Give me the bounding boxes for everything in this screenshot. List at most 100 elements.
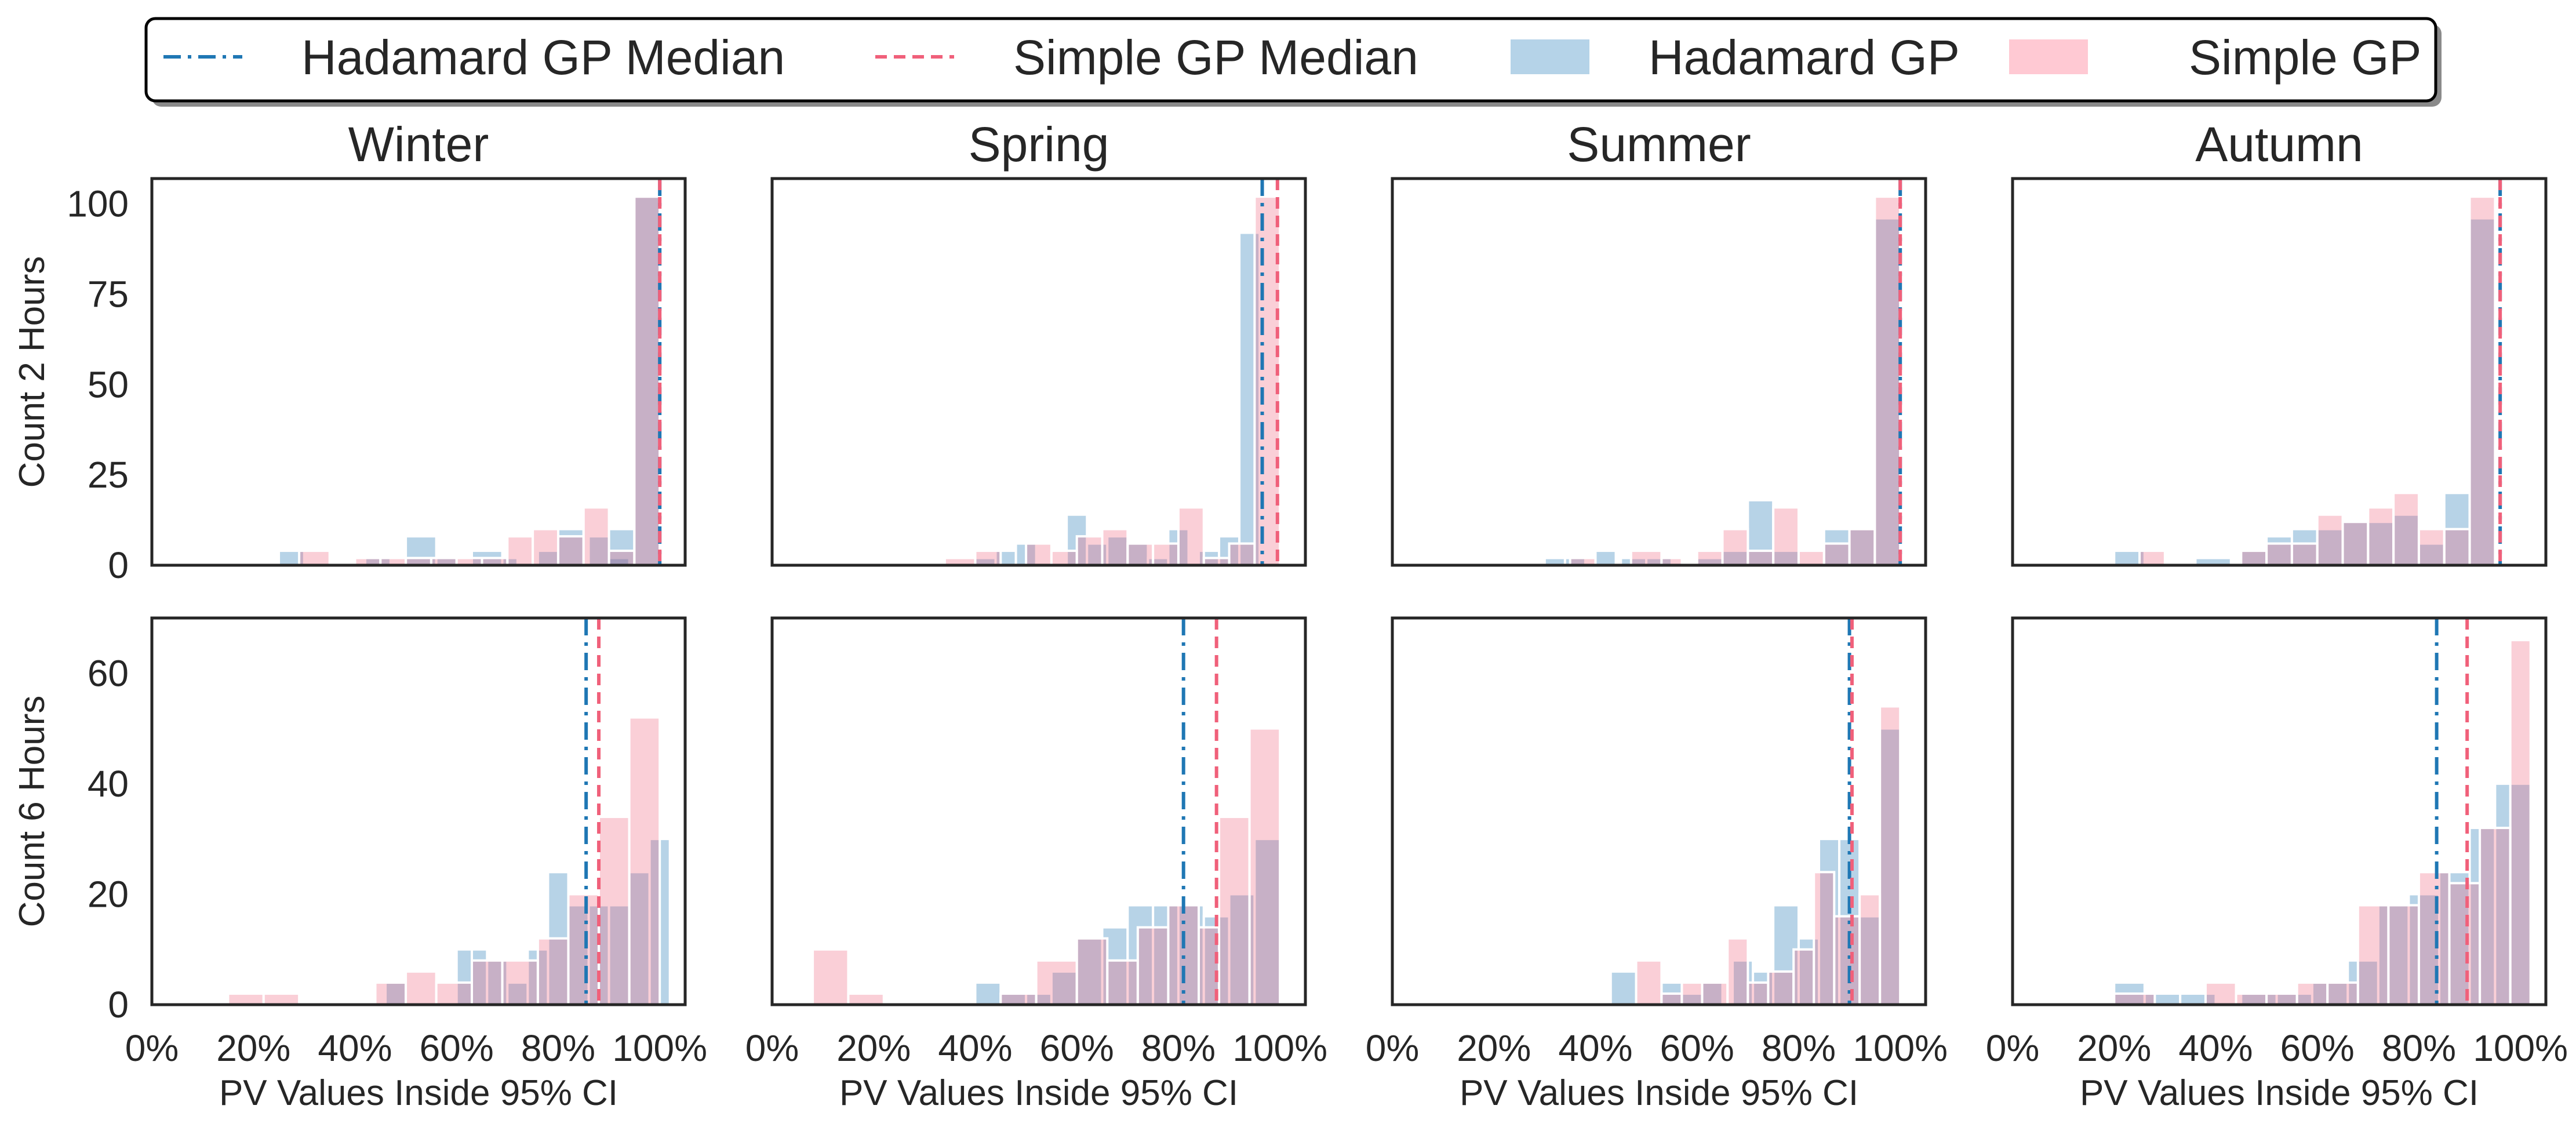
simple-histogram-bar xyxy=(506,535,534,567)
simple-histogram-bar xyxy=(1833,915,1861,1006)
x-tick-label: 20% xyxy=(836,1027,911,1069)
simple-histogram-bar xyxy=(1126,542,1155,567)
x-tick-label: 100% xyxy=(2473,1027,2568,1069)
axes-frame xyxy=(770,177,1307,567)
x-tick-label: 80% xyxy=(521,1027,595,1069)
simple-histogram-bar xyxy=(1248,727,1282,1006)
simple-histogram-bar xyxy=(1879,705,1902,1006)
simple-histogram-bar xyxy=(1858,893,1882,1006)
simple-histogram-bar xyxy=(471,959,504,1006)
panel-spring-row2: 0% 20% 40% 60% 80% 100%PV Values Inside 95% C… xyxy=(745,616,1327,1113)
x-tick-label: 60% xyxy=(2280,1027,2355,1069)
panel-autumn-row1: Autumn xyxy=(2011,117,2548,567)
panel-summer-row1: Summer xyxy=(1391,117,1927,567)
simple-histogram-bar xyxy=(1106,959,1139,1006)
simple-histogram-bar xyxy=(1873,195,1902,566)
x-tick-label: 0% xyxy=(125,1027,179,1069)
simple-histogram-bar xyxy=(1152,542,1180,567)
legend-swatch-simple-histogram xyxy=(2009,39,2088,74)
x-tick-label: 100% xyxy=(612,1027,707,1069)
hadamard-histogram-bar xyxy=(1152,904,1180,1006)
simple-histogram-bar xyxy=(1075,937,1109,1006)
simple-histogram-bar xyxy=(2113,992,2156,1006)
axes-frame xyxy=(2011,177,2548,567)
x-tick-label: 20% xyxy=(1457,1027,1531,1069)
hadamard-histogram-bar xyxy=(1858,915,1882,1006)
simple-histogram-bar xyxy=(501,959,539,1006)
hadamard-histogram-bar xyxy=(1086,542,1109,567)
simple-histogram-bar xyxy=(2138,550,2166,567)
plot-area xyxy=(152,179,685,565)
plot-area xyxy=(772,179,1305,565)
simple-histogram-bar xyxy=(1218,816,1251,1006)
simple-histogram-bar xyxy=(532,528,559,567)
simple-histogram-bar xyxy=(556,535,585,567)
panel-winter-row2: 0 20 40 60 Count 6 Hours 0% 20% 40% 60% 80% 100%PV… xyxy=(12,616,707,1113)
y-tick-label: 0 xyxy=(108,984,129,1026)
simple-histogram-bar xyxy=(2316,513,2344,566)
simple-histogram-bar xyxy=(1792,948,1815,1006)
x-axis-label: PV Values Inside 95% CI xyxy=(2080,1073,2479,1113)
simple-histogram-bar xyxy=(1767,970,1795,1006)
hadamard-histogram-bar xyxy=(536,550,559,567)
simple-histogram-bar xyxy=(2417,871,2451,1006)
simple-histogram-bar xyxy=(536,937,570,1006)
simple-histogram-bar xyxy=(2341,521,2370,567)
simple-histogram-bar xyxy=(847,992,885,1006)
plot-area xyxy=(2013,618,2546,1005)
hadamard-histogram-bar xyxy=(1594,550,1617,567)
y-tick-label: 25 xyxy=(88,454,129,496)
x-axis-label: PV Values Inside 95% CI xyxy=(219,1073,618,1113)
simple-histogram-bar xyxy=(2265,992,2298,1006)
simple-histogram-bar xyxy=(2204,981,2237,1006)
simple-histogram-bar xyxy=(2295,981,2329,1006)
simple-histogram-bar xyxy=(405,970,438,1006)
axes-frame xyxy=(150,616,687,1006)
simple-histogram-bar xyxy=(1772,506,1800,566)
simple-histogram-bar xyxy=(1822,542,1851,567)
simple-histogram-bar xyxy=(2479,827,2512,1006)
axes-frame xyxy=(770,616,1307,1006)
hadamard-histogram-bar xyxy=(1609,970,1638,1006)
simple-histogram-bar xyxy=(1177,506,1205,566)
x-axis-label: PV Values Inside 95% CI xyxy=(839,1073,1238,1113)
axes-frame xyxy=(2011,616,2548,1006)
simple-histogram-bar xyxy=(1629,550,1663,567)
x-axis-label: PV Values Inside 95% CI xyxy=(1460,1073,1858,1113)
panel-winter-row1: Winter 0 25 50 75 100 Count 2 Hours xyxy=(12,117,687,586)
simple-histogram-bar xyxy=(2235,992,2268,1006)
simple-histogram-bar xyxy=(2240,550,2268,567)
panel-summer-row2: 0% 20% 40% 60% 80% 100%PV Values Inside 95% C… xyxy=(1366,616,1948,1113)
x-tick-label: 40% xyxy=(1558,1027,1632,1069)
simple-histogram-bar xyxy=(435,981,474,1006)
simple-histogram-bar xyxy=(2443,528,2471,567)
simple-histogram-bar xyxy=(1253,195,1282,566)
simple-histogram-bar xyxy=(1747,981,1770,1006)
simple-histogram-bar xyxy=(1101,528,1129,567)
panels: Winter 0 25 50 75 100 Count 2 Hours Spring Summe… xyxy=(12,117,2568,1113)
simple-histogram-bar xyxy=(1635,959,1663,1006)
simple-histogram-bar xyxy=(1228,542,1256,567)
simple-histogram-bar xyxy=(2356,904,2390,1006)
legend-label-hadamard-histogram: Hadamard GP xyxy=(1649,30,1960,85)
simple-histogram-bar xyxy=(1726,937,1749,1006)
legend-frame xyxy=(144,17,2437,103)
simple-histogram-bar xyxy=(1701,981,1729,1006)
simple-histogram-bar xyxy=(227,992,265,1006)
simple-histogram-bar xyxy=(2387,904,2420,1006)
x-tick-label: 40% xyxy=(938,1027,1012,1069)
legend: Hadamard GP Median Simple GP Median Hadama… xyxy=(144,17,2442,107)
y-axis-label: Count 6 Hours xyxy=(12,696,52,928)
x-tick-label: 20% xyxy=(2077,1027,2151,1069)
hadamard-histogram-bar xyxy=(1747,499,1775,566)
plot-area xyxy=(152,618,685,1005)
y-tick-label: 60 xyxy=(88,652,129,694)
simple-histogram-bar xyxy=(1797,550,1825,567)
axes-frame xyxy=(150,177,687,567)
legend-label-simple-median: Simple GP Median xyxy=(1013,30,1418,85)
y-tick-label: 75 xyxy=(88,273,129,315)
x-tick-label: 80% xyxy=(2382,1027,2456,1069)
simple-histogram-bar xyxy=(1747,550,1775,567)
panel-title-summer: Summer xyxy=(1567,117,1751,172)
simple-histogram-bar xyxy=(1813,871,1836,1006)
